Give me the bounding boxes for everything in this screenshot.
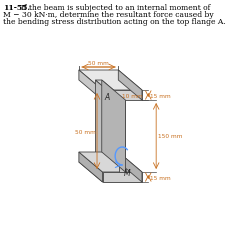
Polygon shape xyxy=(79,152,103,182)
Polygon shape xyxy=(118,71,142,101)
Text: 150 mm: 150 mm xyxy=(158,134,182,139)
Polygon shape xyxy=(103,172,142,182)
Text: 50 mm: 50 mm xyxy=(88,61,109,66)
Text: M − 30 kN·m, determine the resultant force caused by: M − 30 kN·m, determine the resultant for… xyxy=(3,11,214,19)
Polygon shape xyxy=(79,152,142,172)
Text: 10 mm: 10 mm xyxy=(122,94,143,98)
Polygon shape xyxy=(95,81,119,172)
Text: 50 mm: 50 mm xyxy=(75,129,95,134)
Text: 15 mm: 15 mm xyxy=(150,175,171,180)
Polygon shape xyxy=(119,100,125,172)
Text: If the beam is subjected to an internal moment of: If the beam is subjected to an internal … xyxy=(16,4,210,12)
Text: A: A xyxy=(105,92,110,101)
Polygon shape xyxy=(79,71,103,101)
Polygon shape xyxy=(95,81,125,100)
Text: the bending stress distribution acting on the top flange A.: the bending stress distribution acting o… xyxy=(3,18,226,26)
Polygon shape xyxy=(102,81,125,172)
Polygon shape xyxy=(103,91,142,101)
Polygon shape xyxy=(79,162,142,182)
Polygon shape xyxy=(79,71,142,91)
Polygon shape xyxy=(118,152,142,182)
Text: 11-55.: 11-55. xyxy=(3,4,30,12)
Text: 15 mm: 15 mm xyxy=(150,93,171,98)
Text: M: M xyxy=(124,168,131,177)
